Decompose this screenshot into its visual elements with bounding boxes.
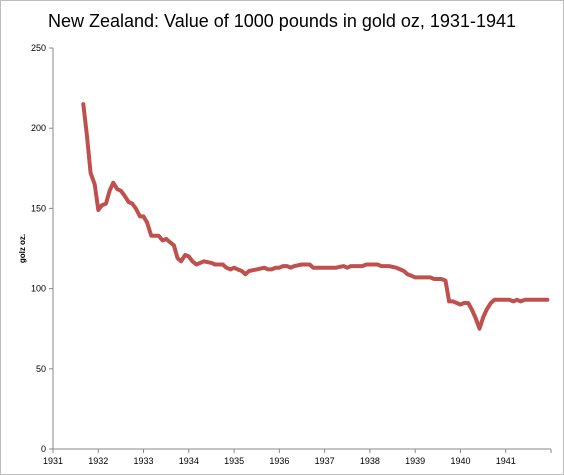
y-tick-label: 50 — [36, 364, 46, 374]
x-tick-label: 1935 — [224, 456, 244, 466]
y-tick-label: 150 — [31, 203, 46, 213]
series-group — [81, 102, 550, 331]
y-tick-label: 250 — [31, 43, 46, 53]
chart-title: New Zealand: Value of 1000 pounds in gol… — [47, 11, 516, 31]
x-tick-label: 1937 — [315, 456, 335, 466]
x-tick-label: 1938 — [360, 456, 380, 466]
x-tick-label: 1933 — [134, 456, 154, 466]
x-tick-label: 1934 — [179, 456, 199, 466]
x-tick-label: 1939 — [405, 456, 425, 466]
x-tick-label: 1940 — [450, 456, 470, 466]
x-tick-label: 1941 — [496, 456, 516, 466]
x-tick-label: 1932 — [88, 456, 108, 466]
x-axis-ticks: 1931 1932 1933 1934 1935 1936 1937 1938 1939 1940… — [43, 449, 552, 466]
y-axis-label: golz oz. — [18, 234, 27, 263]
y-tick-label: 200 — [31, 123, 46, 133]
y-tick-label: 100 — [31, 284, 46, 294]
y-axis-ticks: 0 50 100 150 200 250 — [31, 43, 53, 454]
series-line-0 — [81, 102, 550, 331]
x-tick-label: 1936 — [269, 456, 289, 466]
y-tick-label: 0 — [41, 444, 46, 454]
x-tick-label: 1931 — [43, 456, 63, 466]
